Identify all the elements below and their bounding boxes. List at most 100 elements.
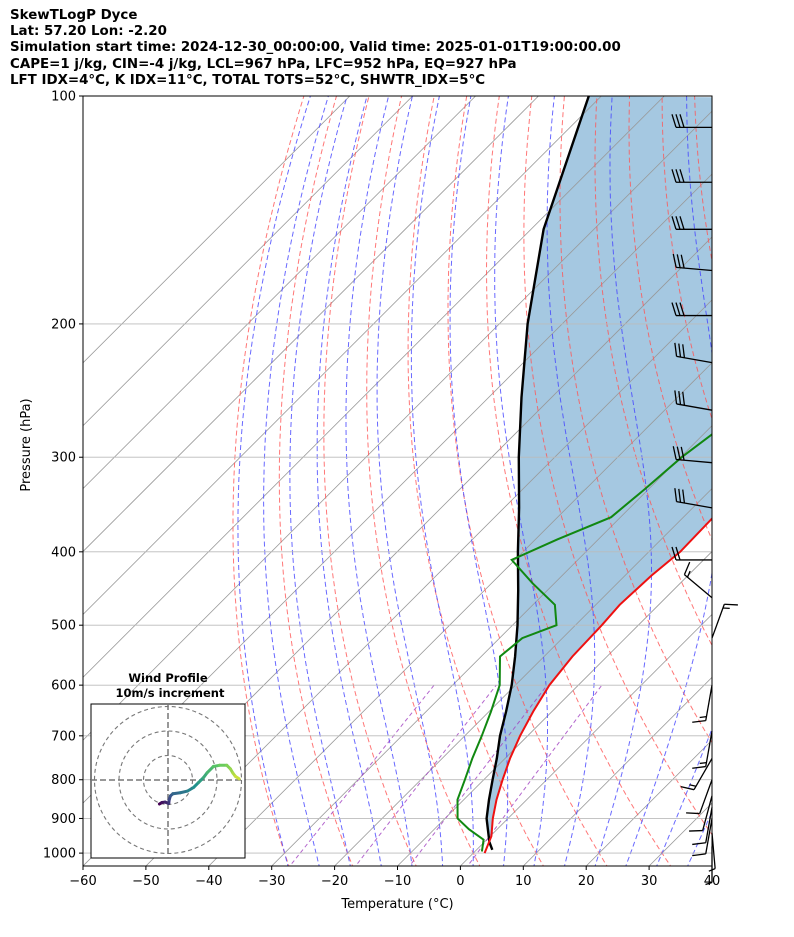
mixing-ratio-line [289,684,435,866]
wind-barb-flag [676,446,681,461]
hodograph-trace-segment [233,774,241,781]
dry-adiabat-line [523,96,712,836]
cape-shading [486,96,712,843]
wind-barb-flag [692,853,706,857]
moist-adiabat-line [656,727,712,866]
x-tick-label: −60 [69,874,96,889]
temperature-line [483,517,712,854]
wind-barb-flag [724,603,738,606]
isotherm-line [83,96,351,364]
parcel-profile-line [485,96,590,851]
dry-adiabat-line [278,96,354,866]
wind-barb-flag [674,390,678,405]
moist-adiabat-line [717,79,794,869]
x-tick-label: −50 [132,874,159,889]
wind-barb-shaft [705,685,713,721]
y-tick-label: 600 [51,679,76,694]
x-tick-label: 30 [641,874,658,889]
dry-adiabat-line [559,96,712,744]
moist-adiabat-line [263,96,329,866]
isotherm-line [83,96,665,678]
y-tick-label: 500 [51,619,76,634]
y-tick-label: 700 [51,729,76,744]
hodograph-plot [91,704,245,858]
wind-barb [683,561,713,599]
title-times: Simulation start time: 2024-12-30_00:00:… [10,40,621,55]
moist-adiabat-line [289,96,351,866]
y-tick-label: 1000 [43,847,76,862]
moist-adiabat-line [625,96,712,866]
wind-barb [671,114,712,128]
wind-barb-flag [675,114,681,128]
moist-adiabat-line [316,96,382,866]
dry-adiabat-line [726,79,794,869]
x-tick-label: −20 [321,874,348,889]
wind-barb [692,685,713,723]
wind-barb-shaft [676,501,713,509]
isotherm-line [83,110,712,741]
isotherm-line [83,96,602,615]
wind-barb-flag [671,546,677,561]
y-tick-label: 400 [51,545,76,560]
dry-adiabat-line [485,96,672,866]
y-tick-label: 300 [51,451,76,466]
moist-adiabat-line [494,96,548,866]
isotherm-line [711,865,712,866]
title-indices-2: LFT IDX=4°C, K IDX=11°C, TOTAL TOTS=52°C… [10,73,486,88]
moist-adiabat-line [449,96,509,866]
moist-adiabat-line [410,96,474,866]
wind-barb-shaft [702,795,713,831]
wind-barb-halfflag [699,761,707,765]
isotherm-line [460,613,712,866]
wind-barb-flag [675,169,681,183]
wind-barb [711,603,738,639]
x-tick-label: 20 [578,874,595,889]
wind-barb [674,390,713,411]
wind-barb-flag [692,842,706,846]
wind-barb-flag [683,561,691,575]
wind-barb-flag [675,546,681,561]
hodograph-subtitle: 10m/s increment [116,686,225,700]
dewpoint-line [456,433,712,852]
wind-barb [674,342,713,364]
moist-adiabat-line [376,96,444,866]
wind-barb-flag [676,254,681,268]
isotherm-line [271,425,712,866]
wind-barb [692,807,713,846]
x-tick-label: −40 [195,874,222,889]
wind-barb-shaft [693,758,713,791]
wind-barb-shaft [711,604,725,639]
moist-adiabat-line [345,96,413,866]
title-indices-1: CAPE=1 j/kg, CIN=-4 j/kg, LCL=967 hPa, L… [10,57,517,72]
hodograph-title: Wind Profile [128,671,208,685]
isotherm-line [397,550,712,866]
wind-barb-shaft [676,403,713,411]
wind-barb-halfflag [686,570,691,578]
wind-barb [671,216,712,230]
wind-barb-flag [671,302,677,316]
moist-adiabat-line [237,96,311,866]
wind-barb-shaft [699,779,713,814]
wind-barb-flag [682,391,686,406]
x-tick-label: 10 [515,874,532,889]
wind-barb [671,546,712,561]
wind-barb-shaft [705,730,713,767]
wind-barb [705,846,713,886]
wind-barb-shaft [711,832,716,869]
dry-adiabat-line [791,79,794,869]
wind-barb-flag [675,302,681,316]
dry-adiabat-line [594,96,712,647]
wind-barb-flag [680,254,685,269]
wind-barb-flag [678,343,682,358]
wind-barb-shaft [705,818,713,855]
wind-barb-flag [679,169,685,183]
dry-adiabat-line [628,96,712,542]
title-location: Lat: 57.20 Lon: -2.20 [10,24,167,39]
wind-barb [692,818,713,857]
wind-barb-flag [680,446,685,461]
wind-barb-halfflag [705,881,713,886]
wind-barb-flag [678,488,682,503]
x-tick-label: −10 [384,874,411,889]
